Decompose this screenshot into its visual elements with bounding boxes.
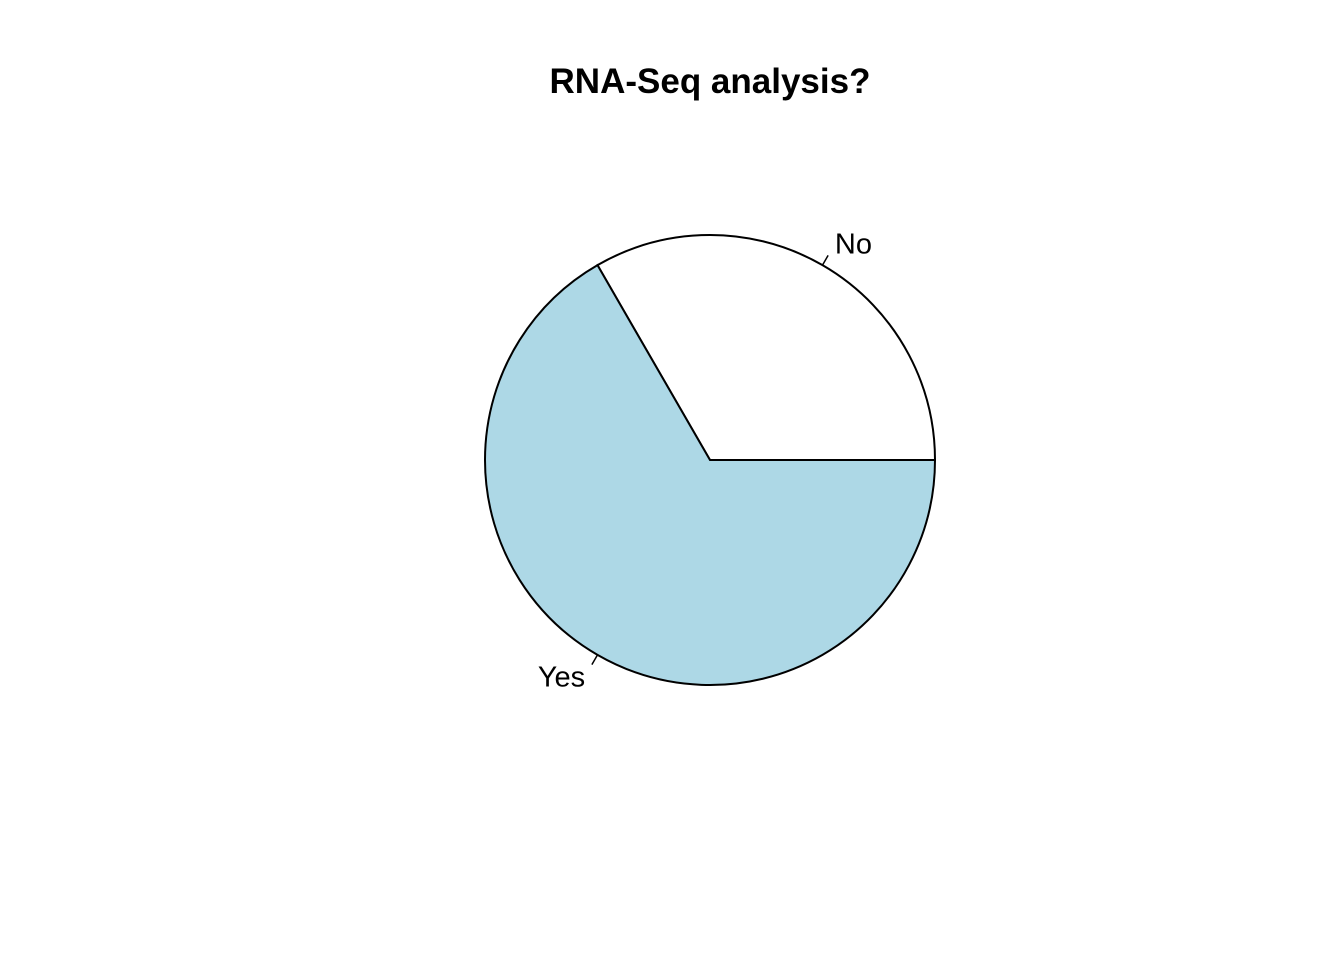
pie-label-tick-yes: [591, 654, 599, 665]
pie-label-no: No: [835, 229, 872, 261]
pie-slice-yes: [484, 263, 937, 686]
pie-label-yes: Yes: [538, 661, 585, 693]
pie-labels: No Yes: [538, 229, 872, 694]
pie-label-tick-no: [821, 255, 829, 266]
pie-slices: [484, 234, 937, 686]
chart-title: RNA-Seq analysis?: [550, 62, 871, 101]
